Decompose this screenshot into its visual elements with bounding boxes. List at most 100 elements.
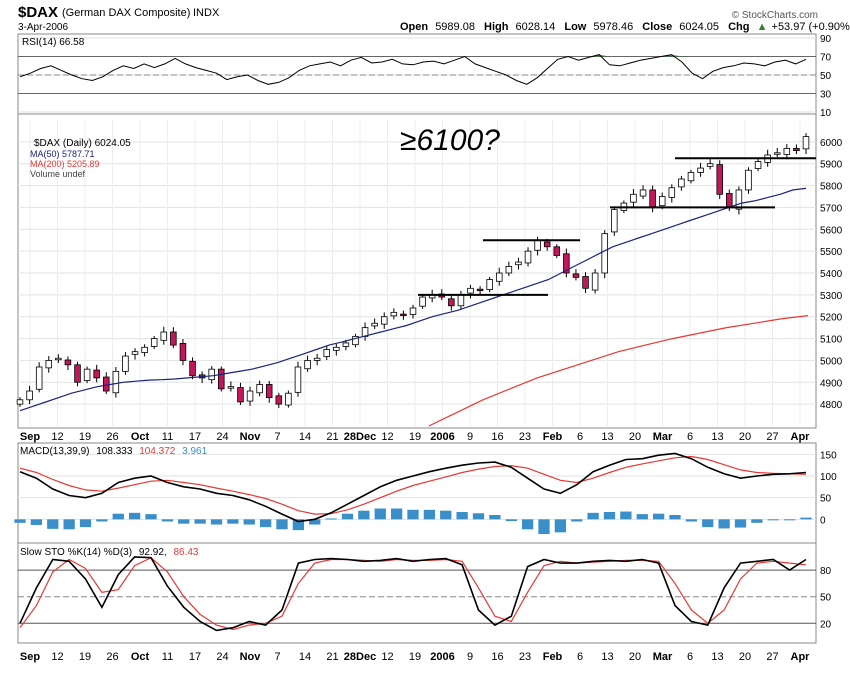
macd-hist-bar (341, 513, 354, 520)
candle-up (131, 351, 139, 355)
macd-hist-bar (538, 519, 550, 535)
sto-panel-frame (17, 542, 817, 644)
x-tick-label-bottom: Apr (791, 651, 811, 663)
candle-up (45, 360, 53, 369)
candle-up (352, 335, 359, 346)
candle-down (103, 376, 110, 392)
macd-hist-bar (603, 511, 616, 520)
sto-y-tick-label: 50 (820, 593, 832, 604)
candle-up (524, 250, 532, 264)
candle-up (35, 366, 43, 390)
candle-up (697, 167, 704, 173)
x-tick-label-bottom: Nov (240, 651, 262, 663)
price-y-tick-label: 5300 (820, 291, 843, 302)
x-tick-label: 9 (467, 431, 473, 443)
macd-hist-bar (358, 510, 370, 520)
close-label: Close (642, 21, 672, 33)
candle-up (112, 370, 120, 394)
candle-up (390, 311, 398, 317)
x-tick-label: 13 (711, 431, 723, 443)
x-tick-label-bottom: 21 (326, 651, 338, 663)
x-tick-label-bottom: Oct (131, 651, 150, 663)
x-tick-label: Apr (791, 431, 811, 443)
exchange-label: INDX (193, 7, 220, 19)
ohlc-row: Open 5989.08 High 6028.14 Low 5978.46 Cl… (400, 21, 850, 33)
x-tick-label-bottom: 12 (381, 651, 393, 663)
candle-up (496, 272, 503, 282)
macd-hist-bar (14, 519, 26, 523)
candle-up (735, 189, 743, 210)
chg-label: Chg (728, 21, 749, 33)
macd-hist-bar (96, 519, 108, 522)
ma50-line (19, 187, 807, 412)
high-label: High (484, 21, 509, 33)
candle-up (150, 338, 158, 347)
macd-hist-bar (456, 511, 468, 520)
macd-hist-bar (276, 519, 288, 530)
candle-up (294, 366, 302, 393)
rsi-y-tick-label: 30 (820, 90, 832, 101)
candle-up (26, 390, 33, 401)
macd-line (19, 452, 807, 523)
sto-y-tick-label: 80 (820, 566, 832, 577)
macd-hist-bar (440, 510, 452, 520)
candle-down (64, 359, 72, 366)
candle-up (802, 136, 810, 150)
price-y-tick-label: 5800 (820, 182, 843, 193)
candle-up (706, 163, 714, 167)
x-tick-label: 12 (51, 431, 63, 443)
macd-hist-bar (194, 519, 206, 524)
macd-hist-bar (472, 513, 485, 520)
chart-date: 3-Apr-2006 (18, 22, 68, 33)
macd-hist-bar (390, 508, 403, 520)
price-panel-frame (17, 113, 817, 429)
candle-up (313, 357, 321, 361)
x-tick-label-bottom: Feb (543, 651, 563, 663)
candle-up (380, 316, 388, 325)
x-tick-label-bottom: 9 (467, 651, 473, 663)
candle-down (649, 189, 656, 208)
sto-y-tick-label: 20 (820, 619, 832, 630)
macd-hist-bar (374, 508, 386, 520)
x-tick-label: 19 (79, 431, 91, 443)
macd-hist-bar (751, 519, 763, 523)
candle-down (179, 342, 187, 361)
macd-hist-bar (79, 519, 92, 528)
x-tick-label-bottom: 24 (216, 651, 228, 663)
candle-down (93, 369, 100, 379)
x-tick-label: 16 (491, 431, 503, 443)
x-tick-label-bottom: 13 (601, 651, 613, 663)
macd-hist-bar (210, 519, 223, 525)
macd-hist-bar (227, 519, 239, 524)
candle-up (486, 279, 493, 291)
macd-hist-bar (112, 513, 124, 520)
macd-hist-bar (767, 519, 779, 521)
candle-down (189, 360, 196, 377)
x-tick-label-bottom: 20 (739, 651, 751, 663)
candle-down (582, 276, 589, 289)
macd-hist-bar (800, 517, 812, 520)
volume-legend: Volume undef (30, 169, 86, 179)
macd-hist-bar (571, 519, 583, 522)
macd-hist-bar (620, 511, 632, 520)
x-tick-label: 23 (519, 431, 531, 443)
rsi-panel-frame (17, 33, 817, 115)
x-tick-label-bottom: 17 (189, 651, 201, 663)
price-y-tick-label: 6000 (820, 138, 843, 149)
x-tick-label: 28Dec (344, 431, 376, 443)
x-tick-label: 21 (326, 431, 338, 443)
candle-up (534, 239, 541, 251)
candle-up (687, 172, 695, 182)
candle-down (793, 148, 800, 152)
low-label: Low (564, 21, 586, 33)
x-tick-label: 2006 (430, 431, 454, 443)
ma200-line (428, 315, 809, 427)
sto-k-line (19, 556, 807, 632)
price-y-tick-label: 4900 (820, 378, 843, 389)
macd-hist-bar (243, 519, 255, 525)
x-tick-label: 12 (381, 431, 393, 443)
candle-down (275, 395, 283, 405)
macd-hist-bar (636, 514, 648, 520)
price-y-tick-label: 5500 (820, 247, 843, 258)
